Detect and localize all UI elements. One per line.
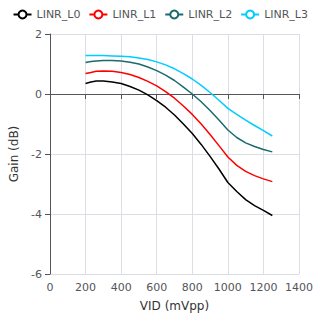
svg-text:LINR_L3: LINR_L3 — [264, 8, 308, 21]
svg-text:-4: -4 — [31, 208, 42, 221]
svg-text:1400: 1400 — [285, 281, 313, 294]
svg-text:VID (mVpp): VID (mVpp) — [140, 299, 209, 313]
svg-text:1200: 1200 — [249, 281, 277, 294]
svg-text:0: 0 — [35, 88, 42, 101]
svg-text:Gain (dB): Gain (dB) — [7, 126, 21, 183]
svg-text:LINR_L2: LINR_L2 — [188, 8, 232, 21]
svg-text:LINR_L0: LINR_L0 — [37, 8, 81, 21]
svg-text:LINR_L1: LINR_L1 — [112, 8, 156, 21]
svg-text:-6: -6 — [31, 268, 42, 281]
svg-text:400: 400 — [111, 281, 132, 294]
svg-text:800: 800 — [182, 281, 203, 294]
svg-text:600: 600 — [146, 281, 167, 294]
svg-text:-2: -2 — [31, 148, 42, 161]
svg-text:2: 2 — [35, 28, 42, 41]
svg-text:200: 200 — [75, 281, 96, 294]
svg-text:0: 0 — [47, 281, 54, 294]
svg-text:1000: 1000 — [214, 281, 242, 294]
